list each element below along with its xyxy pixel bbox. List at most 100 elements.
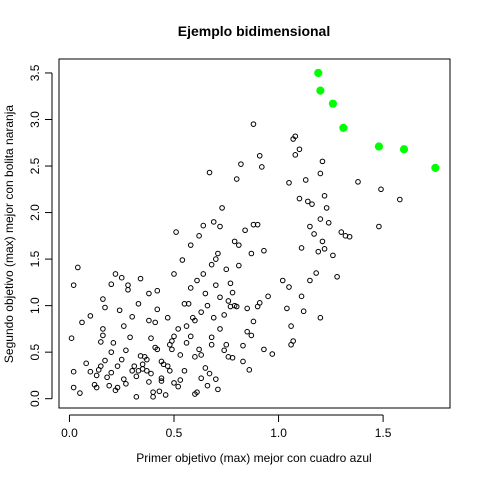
data-point [240,358,246,365]
data-point [250,121,257,127]
data-point [200,271,207,277]
data-point [346,233,353,240]
data-point [87,368,94,375]
data-point [133,394,140,400]
data-point [192,317,198,324]
data-point [210,314,217,321]
data-point [171,333,177,340]
data-point [108,349,115,355]
y-tick-label: 1.5 [28,250,42,267]
pareto-point [339,123,348,132]
data-point [133,373,140,380]
data-point [319,238,326,245]
data-point [198,352,204,358]
data-point [279,277,286,284]
data-point [242,227,248,234]
data-point [100,326,106,332]
plot-frame [58,58,451,409]
data-point [158,375,165,382]
data-point [259,164,265,170]
pareto-point [316,86,325,95]
data-point [125,287,131,293]
data-point [112,271,119,277]
data-point [77,390,83,396]
data-point [229,289,236,296]
data-point [70,368,77,375]
data-point [296,146,303,153]
y-tick-label: 1.0 [28,297,42,314]
data-point [244,305,250,312]
data-point [70,384,77,391]
data-point [248,250,255,257]
data-point [213,256,219,262]
data-point [104,374,110,381]
data-point [227,280,234,287]
data-point [131,363,138,369]
data-point [221,347,227,354]
data-point [286,179,292,186]
x-tick-label: 1.0 [270,426,287,440]
data-point [146,317,152,324]
data-point [217,223,223,230]
data-point [330,252,336,259]
data-point [338,229,345,235]
data-point [292,152,299,158]
data-point [248,332,255,339]
data-point [213,282,219,288]
data-point [229,354,236,361]
data-point [233,303,240,310]
data-point [148,335,154,342]
y-axis-label: Segundo objetivo (max) mejor con bolita … [2,105,16,363]
data-point [204,382,211,389]
data-point [102,357,108,364]
data-point [198,375,204,382]
data-point [169,338,175,344]
data-point [154,346,161,353]
data-point [298,245,305,251]
data-point [261,247,267,254]
data-point [192,354,198,360]
data-point [307,277,313,284]
data-point [225,298,232,304]
data-point [87,313,94,319]
data-point [206,370,213,377]
data-point [246,367,253,373]
data-point [129,367,135,374]
data-point [296,195,303,202]
data-point [378,186,384,193]
data-point [106,382,112,389]
data-point [196,346,202,353]
data-point [236,262,242,269]
x-tick-label: 0.0 [61,426,78,440]
data-point [206,169,213,176]
data-point [208,261,215,268]
data-point [169,346,175,353]
data-point [144,367,150,374]
pareto-point [399,145,409,154]
data-point [290,338,296,344]
data-point [179,257,186,263]
data-point [215,250,221,257]
y-tick-label: 3.5 [28,64,42,81]
chart-title: Ejemplo bidimensional [178,23,330,39]
data-point [164,314,171,321]
data-point [118,356,125,363]
y-tick-label: 2.0 [28,204,42,221]
data-point [150,389,156,395]
data-point [321,246,328,252]
data-point [325,219,332,226]
x-axis-label: Primer objetivo (max) mejor con cuadro a… [136,451,371,465]
data-point [123,347,129,354]
data-point [98,339,104,345]
data-point [98,363,104,369]
y-tick-label: 0.0 [28,390,42,407]
y-tick-label: 0.5 [28,343,42,360]
data-point [223,266,230,273]
data-point [144,356,150,363]
data-point [202,290,209,297]
pareto-point [374,142,384,151]
data-point [75,264,81,271]
data-points [68,68,440,400]
data-point [187,285,194,291]
